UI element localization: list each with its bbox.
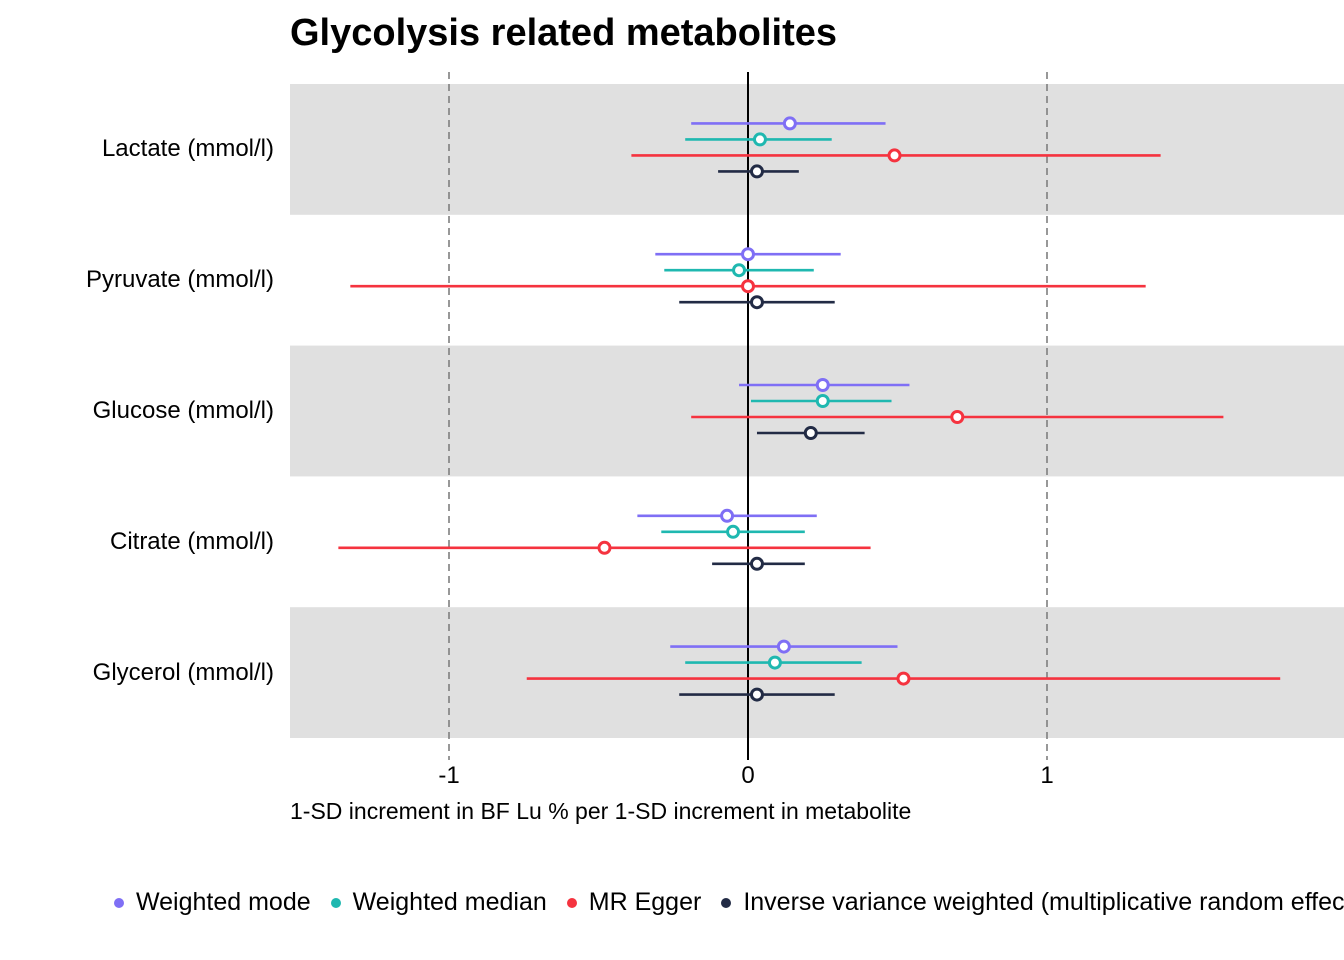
point-estimate: [726, 524, 741, 539]
point-estimate: [752, 132, 767, 147]
point-estimate: [597, 540, 612, 555]
legend-dot-icon: [114, 897, 124, 908]
chart-title: Glycolysis related metabolites: [290, 12, 838, 54]
legend-label: MR Egger: [588, 888, 702, 916]
x-tick-label: 0: [741, 762, 755, 789]
point-estimate: [749, 164, 764, 179]
legend-item: Inverse variance weighted (multiplicativ…: [721, 888, 1344, 917]
legend: Weighted mode Weighted median MR Egger Inve…: [114, 888, 1344, 917]
x-tick-label: -1: [438, 762, 460, 789]
point-estimate: [887, 148, 902, 163]
point-estimate: [896, 671, 911, 686]
legend-dot-icon: [721, 897, 732, 908]
point-estimate: [741, 279, 755, 294]
row-band: [290, 84, 1344, 215]
point-estimate: [749, 687, 764, 702]
point-estimate: [950, 410, 965, 424]
point-estimate: [815, 378, 830, 392]
legend-item: Weighted mode: [114, 888, 311, 917]
category-label: Lactate (mmol/l): [101, 135, 274, 163]
category-label: Pyruvate (mmol/l): [85, 266, 274, 294]
legend-label: Weighted mode: [136, 888, 311, 916]
x-tick-label: 1: [1040, 762, 1054, 789]
legend-dot-icon: [566, 897, 577, 908]
category-label: Glycerol (mmol/l): [92, 658, 274, 686]
point-estimate: [803, 426, 818, 440]
point-estimate: [776, 639, 791, 654]
legend-item: Weighted median: [330, 888, 547, 917]
row-band: [290, 345, 1344, 477]
legend-item: MR Egger: [566, 888, 702, 917]
point-estimate: [749, 295, 764, 310]
point-estimate: [782, 116, 797, 131]
category-label: Citrate (mmol/l): [109, 527, 274, 555]
point-estimate: [732, 263, 747, 278]
point-estimate: [720, 508, 735, 523]
legend-label: Inverse variance weighted (multiplicativ…: [743, 888, 1344, 916]
point-estimate: [741, 247, 755, 262]
row-band: [290, 607, 1344, 738]
category-label: Glucose (mmol/l): [92, 397, 274, 424]
point-estimate: [767, 655, 782, 670]
point-estimate: [815, 394, 830, 408]
x-axis-label: 1-SD increment in BF Lu % per 1-SD incre…: [290, 798, 912, 824]
legend-label: Weighted median: [352, 888, 547, 916]
legend-dot-icon: [330, 897, 341, 908]
point-estimate: [749, 556, 764, 571]
